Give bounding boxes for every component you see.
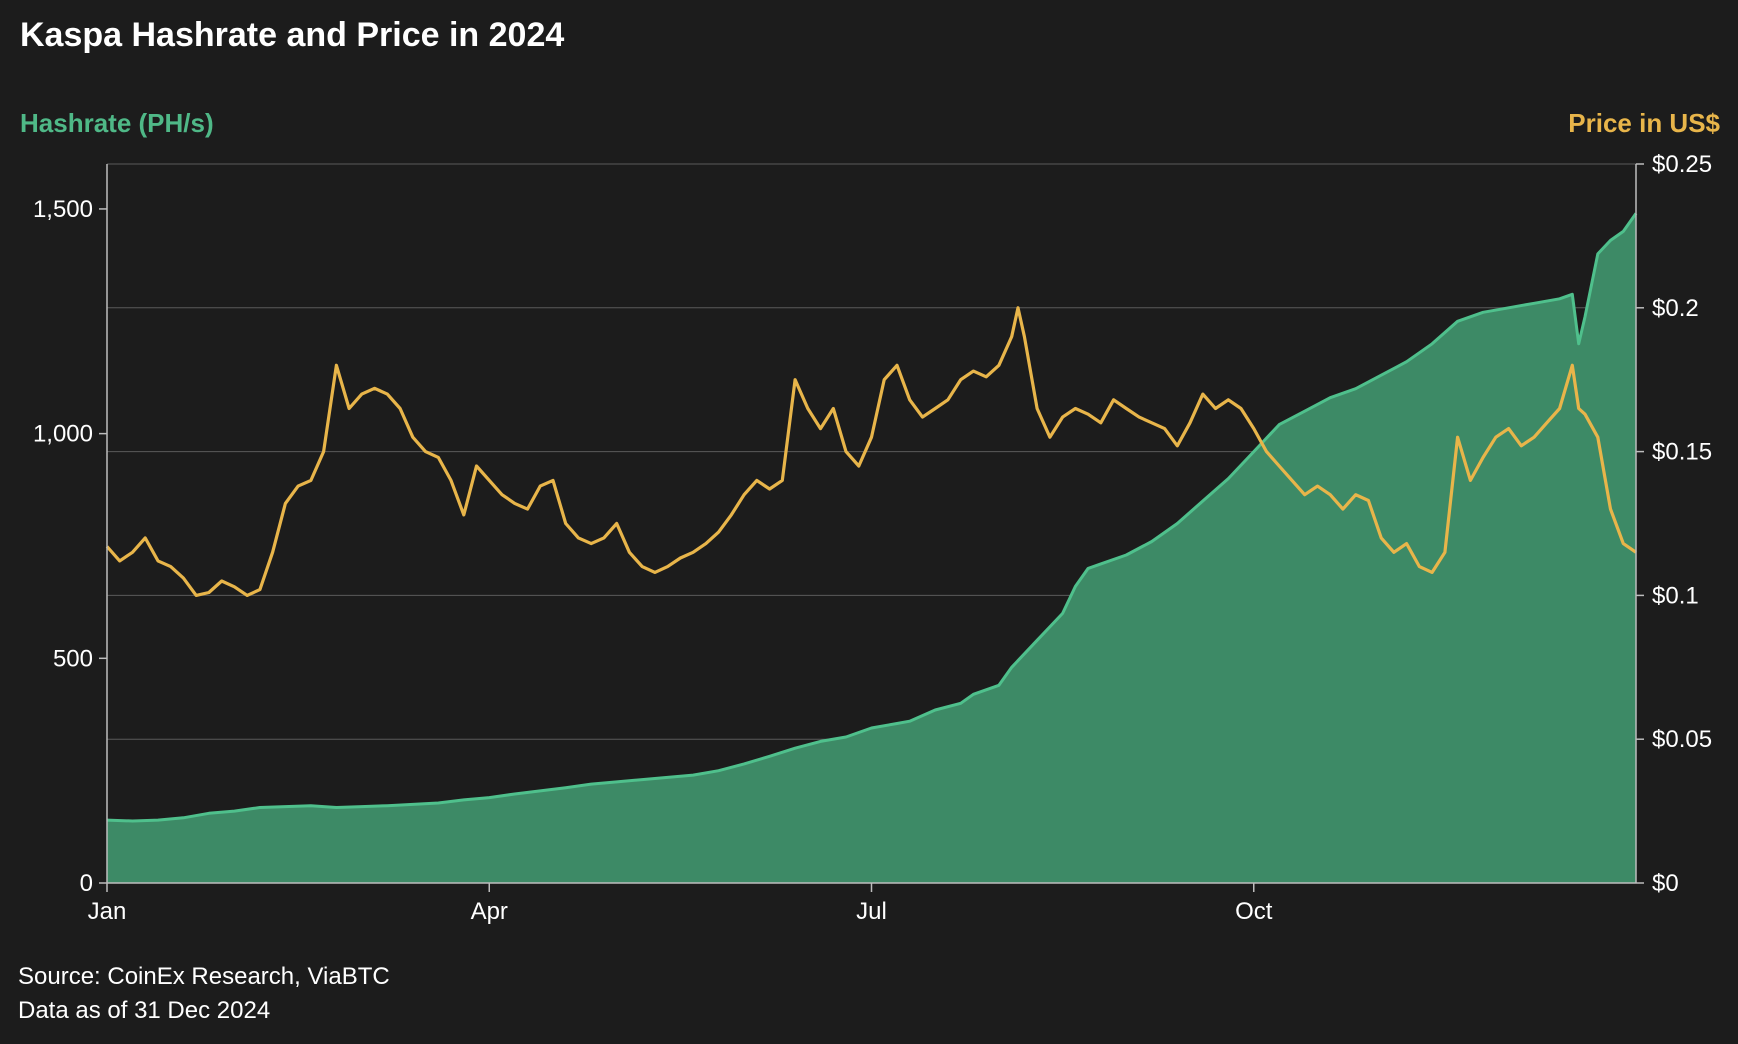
price-line — [105, 306, 1637, 597]
x-tick-label: Apr — [471, 898, 508, 925]
chart-title: Kaspa Hashrate and Price in 2024 — [20, 16, 565, 54]
x-tick-label: Jan — [88, 898, 127, 925]
left-tick-label: 500 — [53, 645, 93, 672]
hashrate-area — [107, 213, 1636, 883]
chart-footer: Source: CoinEx Research, ViaBTC Data as … — [18, 960, 390, 1028]
right-axis-label: Price in US$ — [1568, 108, 1720, 138]
right-tick-label: $0.1 — [1652, 582, 1699, 609]
data-as-of-text: Data as of 31 Dec 2024 — [18, 997, 271, 1024]
source-text: Source: CoinEx Research, ViaBTC — [18, 963, 390, 990]
right-tick-label: $0.05 — [1652, 726, 1712, 753]
left-axis-label: Hashrate (PH/s) — [20, 108, 214, 138]
left-tick-label: 0 — [80, 870, 93, 897]
right-tick-label: $0.2 — [1652, 295, 1699, 322]
right-tick-label: $0 — [1652, 870, 1679, 897]
left-tick-label: 1,500 — [33, 196, 93, 223]
right-tick-label: $0.15 — [1652, 439, 1712, 466]
x-tick-label: Oct — [1235, 898, 1273, 925]
hashrate-line — [106, 212, 1638, 823]
x-tick-label: Jul — [856, 898, 887, 925]
left-tick-label: 1,000 — [33, 421, 93, 448]
right-tick-label: $0.25 — [1652, 151, 1712, 178]
